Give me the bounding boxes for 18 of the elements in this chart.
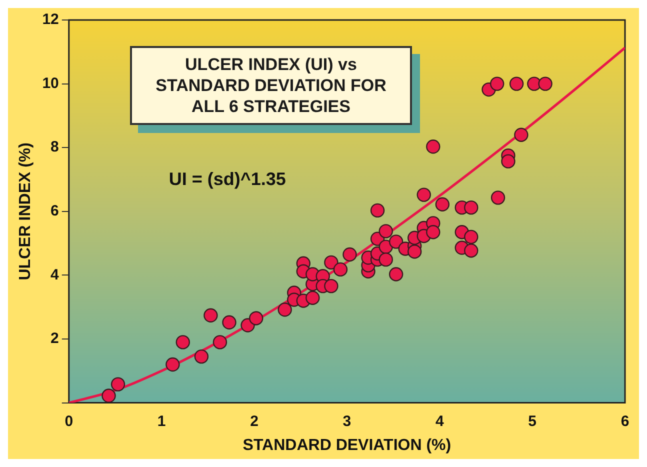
y-tick-label: 4 <box>50 266 60 284</box>
y-tick-label: 10 <box>42 74 59 92</box>
y-tick-label: 6 <box>50 202 59 220</box>
x-tick-label: 4 <box>435 412 444 430</box>
x-tick-label: 3 <box>342 412 352 430</box>
y-tick-label: 8 <box>50 138 59 156</box>
annotation: UI = (sd)^1.35 <box>168 168 286 189</box>
x-tick-label: 5 <box>528 412 536 430</box>
x-tick-label: 1 <box>157 412 166 430</box>
y-tick-label: 2 <box>50 330 59 348</box>
text: ULCER INDEX (UI) vs STANDARD DEVIATION FOR ALL 6 STRATEGIES <box>130 46 412 125</box>
x-tick-label: 6 <box>620 412 630 430</box>
y-axis-title: ULCER INDEX (%) <box>17 142 34 280</box>
x-axis-title: STANDARD DEVIATION (%) <box>242 436 452 454</box>
x-tick-label: 2 <box>250 412 258 430</box>
x-tick-label: 0 <box>64 412 74 430</box>
line-series <box>68 46 625 403</box>
y-tick-label: 12 <box>42 11 59 28</box>
